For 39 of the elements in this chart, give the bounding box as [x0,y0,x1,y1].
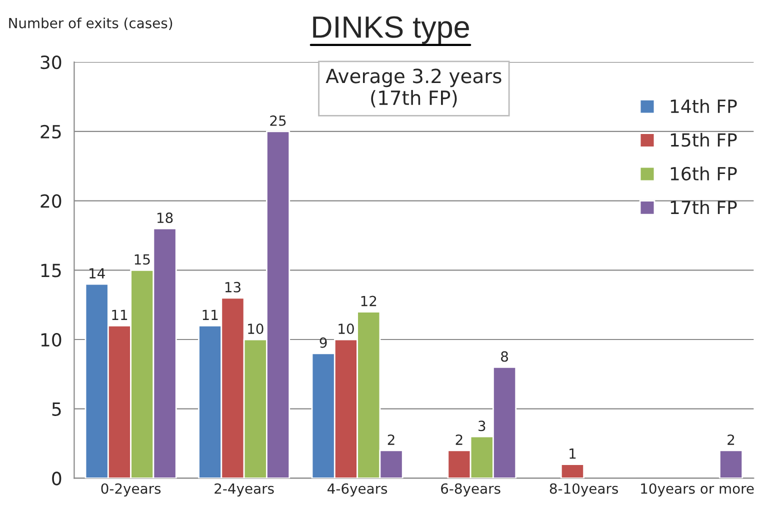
data-label: 12 [361,296,376,306]
data-label: 2 [456,434,462,445]
data-label: 13 [225,282,240,292]
data-label: 25 [270,115,286,126]
legend-label: 15th FP [670,132,737,147]
legend-label: 17th FP [670,200,737,214]
data-label: 8 [501,351,508,362]
x-tick-label: 2-4years [214,483,274,497]
bar [718,450,744,478]
data-label: 3 [478,420,486,432]
y-tick-label: 10 [41,332,62,347]
data-label: 18 [157,212,173,224]
y-tick-label: 25 [40,124,61,139]
data-label: 15 [134,254,150,265]
annotation: Average 3.2 years (17th FP) [326,68,502,108]
x-tick-label: 4-6years [328,483,388,497]
y-tick-label: 15 [41,264,61,278]
data-label: 9 [320,337,327,348]
data-label: 11 [202,310,218,320]
data-label: 2 [728,434,734,445]
data-label: 1 [570,448,576,459]
data-label: 11 [112,310,128,320]
legend-label: 16th FP [670,166,737,181]
bar [560,464,584,478]
y-axis-title: Number of exits (cases) [9,18,172,30]
data-label: 14 [90,268,105,278]
y-tick-label: 0 [52,472,62,486]
x-tick-label: 8-10years [550,483,618,497]
data-label: 10 [338,324,354,334]
x-tick-label: 10years or more [641,483,754,497]
data-label: 2 [388,434,394,445]
x-tick-label: 0-2years [101,483,161,497]
data-label: 10 [248,324,264,334]
x-tick-label: 6-8years [441,483,500,497]
y-tick-label: 5 [52,402,61,416]
y-tick-label: 30 [40,56,62,70]
chart-title: DINKS type [313,16,469,44]
y-tick-label: 20 [40,194,62,208]
legend-label: 14th FP [670,99,737,113]
